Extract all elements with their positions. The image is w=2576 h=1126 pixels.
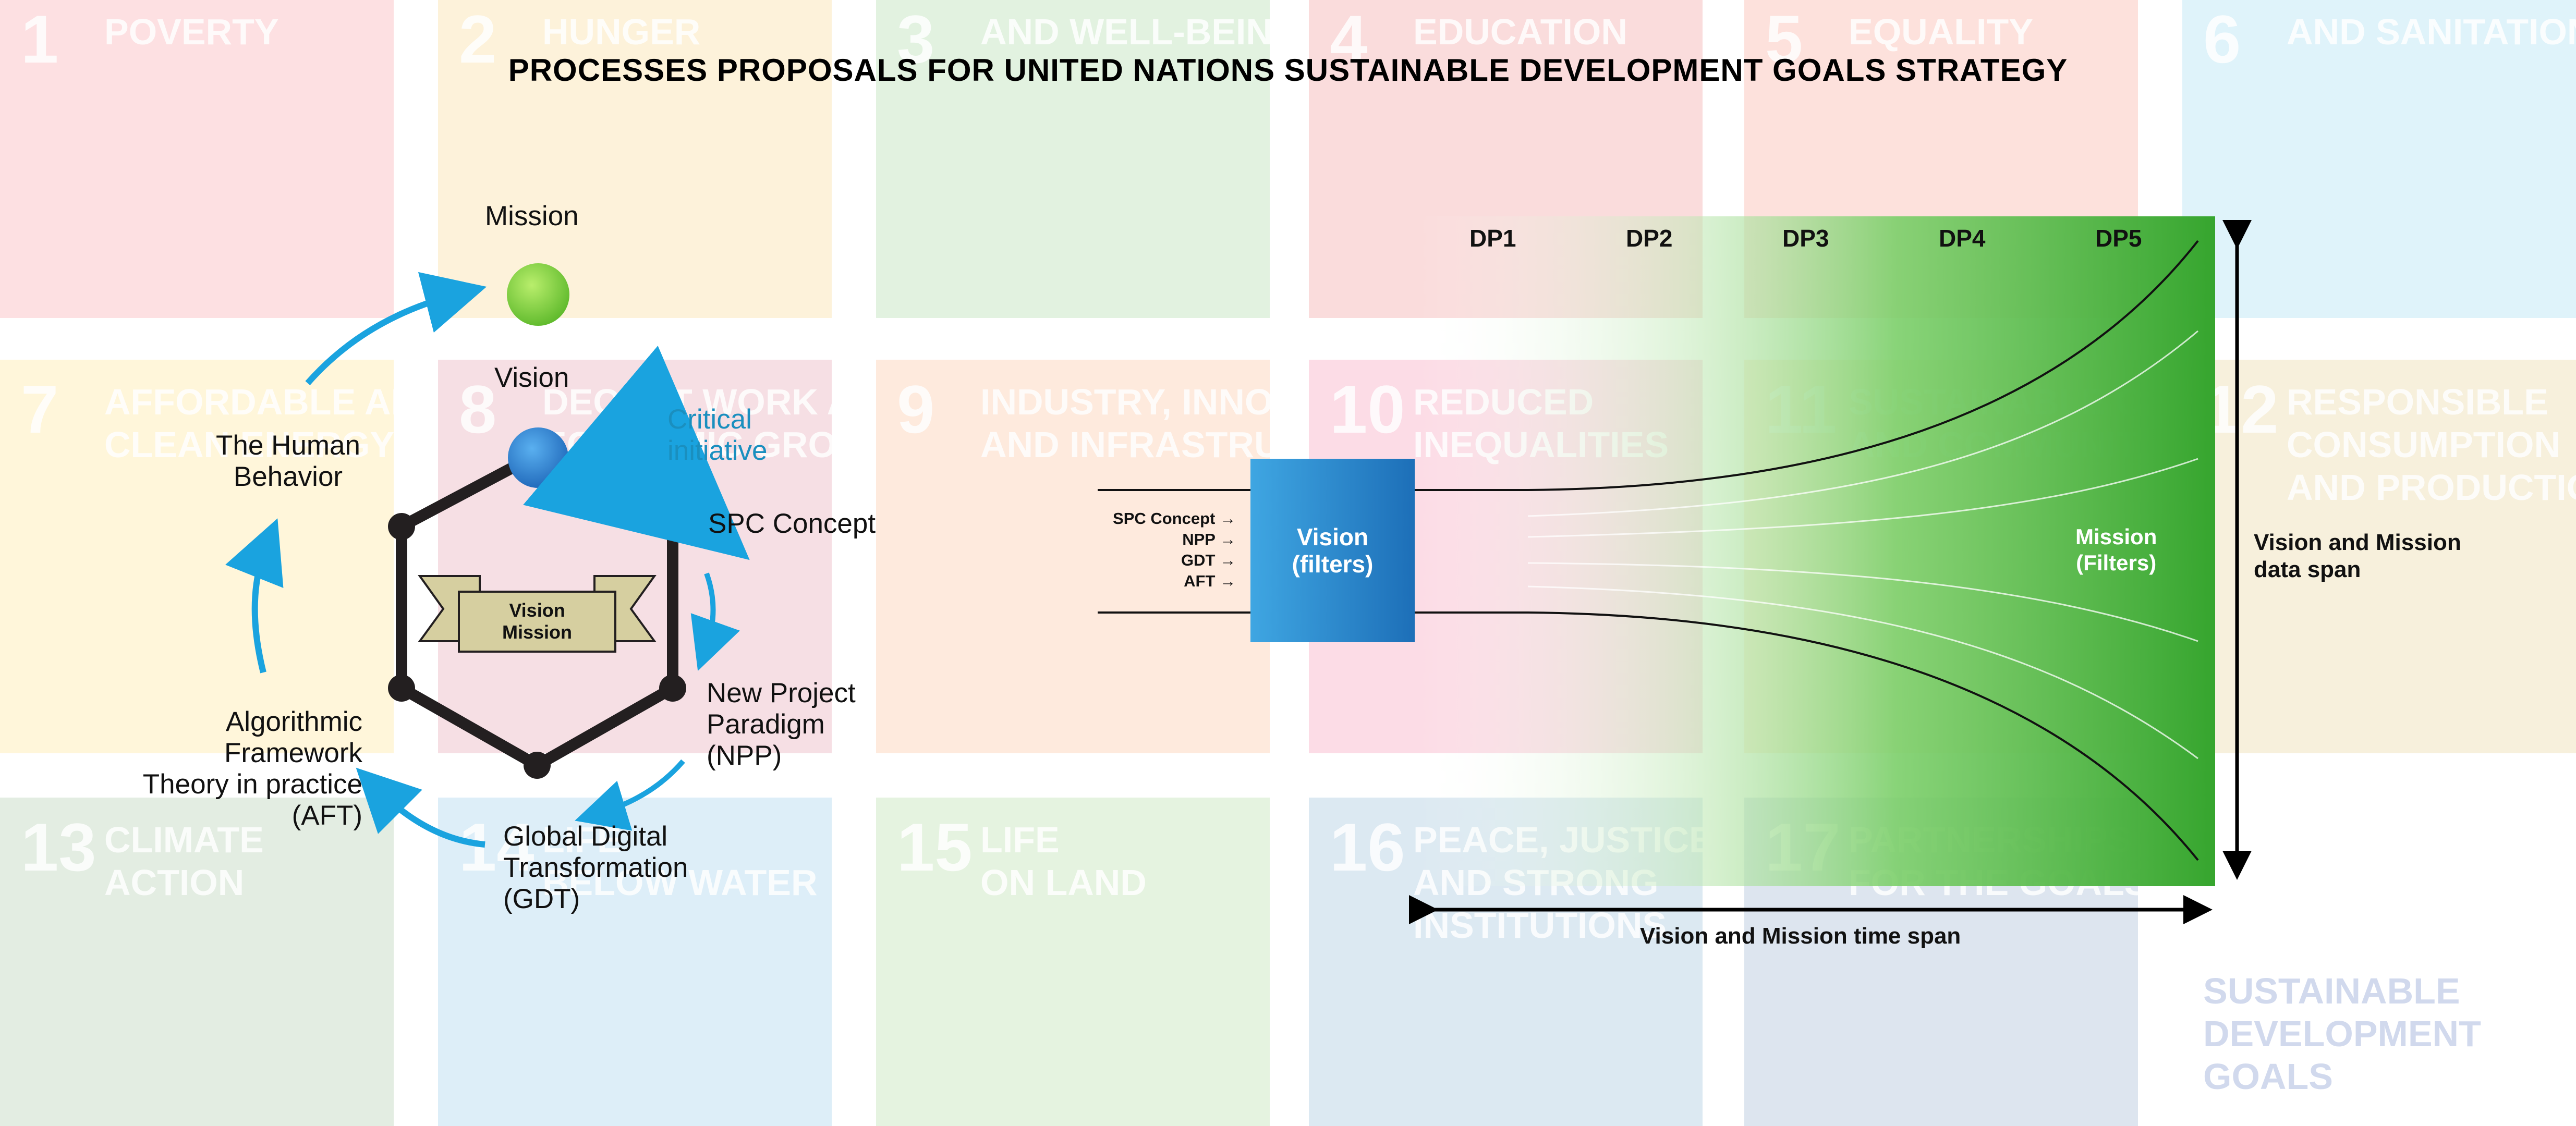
sdg-tile-number: 6 [2203, 1, 2241, 77]
dp-label: DP1 [1469, 225, 1516, 252]
sdg-tile-title: HUNGER [542, 11, 701, 52]
arrow-spc-to-npp [690, 572, 740, 671]
sdg-tile-number: 2 [459, 1, 497, 77]
arrow-human-to-mission [305, 272, 487, 385]
hex-node [388, 675, 415, 702]
dp-label: DP4 [1939, 225, 1986, 252]
sdg-tile-number: 1 [21, 1, 59, 77]
sdg-tile-number: 10 [1330, 371, 1405, 447]
dp-label: DP3 [1782, 225, 1829, 252]
dp-label: DP2 [1626, 225, 1673, 252]
sdg-tile-title: SUSTAINABLE DEVELOPMENT GOALS [2203, 971, 2481, 1097]
mission-filters-label: Mission (Filters) [2075, 524, 2157, 575]
vision-filters-box: Vision (filters) [1250, 459, 1415, 642]
vision-mission-banner [418, 575, 657, 653]
arrow-gdt-to-aft [356, 767, 485, 848]
mission-label: Mission [485, 201, 579, 231]
banner-label: Vision Mission [502, 599, 572, 643]
data-span-label: Vision and Mission data span [2254, 530, 2461, 582]
mission-ball [507, 263, 569, 326]
sdg-tile-number: 4 [1330, 1, 1368, 77]
funnel-top-curve [1415, 240, 2199, 491]
sdg-tile: 6 AND SANITATION [2182, 0, 2576, 318]
sdg-tile-number: 7 [21, 371, 59, 447]
input-label: SPC Concept → [1113, 509, 1236, 528]
sdg-tile-title: LIFE ON LAND [980, 819, 1147, 903]
funnel-green-area [1415, 216, 2215, 886]
npp-label: New Project Paradigm (NPP) [707, 678, 856, 771]
page-title: PROCESSES PROPOSALS FOR UNITED NATIONS S… [508, 53, 2068, 88]
spc-concept-label: SPC Concept [708, 508, 876, 539]
sdg-tile-title: EDUCATION [1413, 11, 1627, 52]
sdg-tile-number: 9 [897, 371, 935, 447]
sdg-tile-number: 5 [1765, 1, 1803, 77]
arrow-npp-to-gdt [575, 759, 685, 831]
sdg-tile-title: EQUALITY [1849, 11, 2033, 52]
funnel-inputs: SPC Concept → NPP → GDT → AFT → [1095, 508, 1236, 592]
sdg-tile-title: POVERTY [104, 11, 279, 52]
sdg-tile-number: 3 [897, 1, 935, 77]
hex-node [659, 675, 686, 702]
sdg-tile: 3 AND WELL-BEING [876, 0, 1301, 318]
funnel-bottom-curve [1415, 611, 2199, 861]
sdg-tile-title: AND WELL-BEING [980, 11, 1301, 52]
sdg-tile: 9 INDUSTRY, INNOVATION AND INFRASTRUCTURE [876, 360, 1406, 753]
aft-label: Algorithmic Framework Theory in practice… [142, 706, 362, 831]
sdg-tile-number: 16 [1330, 809, 1405, 885]
hex-node [659, 513, 686, 540]
gdt-label: Global Digital Transformation (GDT) [503, 821, 688, 914]
arrow-vision-to-spc [523, 346, 750, 560]
dp-label: DP5 [2095, 225, 2142, 252]
arrow-aft-to-human [225, 518, 284, 674]
sdg-tile-title: AND SANITATION [2287, 11, 2576, 52]
critical-initiative-label: Critical initiative [667, 404, 768, 466]
sdg-tile-number: 13 [21, 809, 96, 885]
sdg-tile-title: AFFORDABLE AND CLEAN ENERGY [104, 382, 444, 465]
sdg-tile: 13 CLIMATE ACTION [0, 798, 394, 1126]
sdg-tile-number: 14 [459, 809, 534, 885]
human-behavior-label: The Human Behavior [216, 430, 360, 492]
input-label: GDT → [1181, 551, 1236, 569]
input-label: NPP → [1182, 530, 1236, 548]
sdg-tile-number: 8 [459, 371, 497, 447]
time-span-label: Vision and Mission time span [1640, 923, 1961, 949]
sdg-tile: 14 LIFE BELOW WATER [438, 798, 832, 1126]
vision-ball [508, 427, 568, 488]
hex-node [524, 752, 551, 779]
sdg-tile-title: LIFE BELOW WATER [542, 819, 818, 903]
vision-label: Vision [494, 362, 569, 393]
sdg-tile: 7 AFFORDABLE AND CLEAN ENERGY [0, 360, 444, 753]
sdg-tile-title: RESPONSIBLE CONSUMPTION AND PRODUCTION [2287, 382, 2576, 508]
sdg-tile: 15 LIFE ON LAND [876, 798, 1270, 1126]
sdg-tile: 1 POVERTY [0, 0, 394, 318]
sdg-tile-number: 15 [897, 809, 973, 885]
sdg-tile: 2 HUNGER [438, 0, 832, 318]
input-label: AFT → [1184, 572, 1236, 590]
hex-node [388, 513, 415, 540]
sdg-tile-title: CLIMATE ACTION [104, 819, 264, 903]
